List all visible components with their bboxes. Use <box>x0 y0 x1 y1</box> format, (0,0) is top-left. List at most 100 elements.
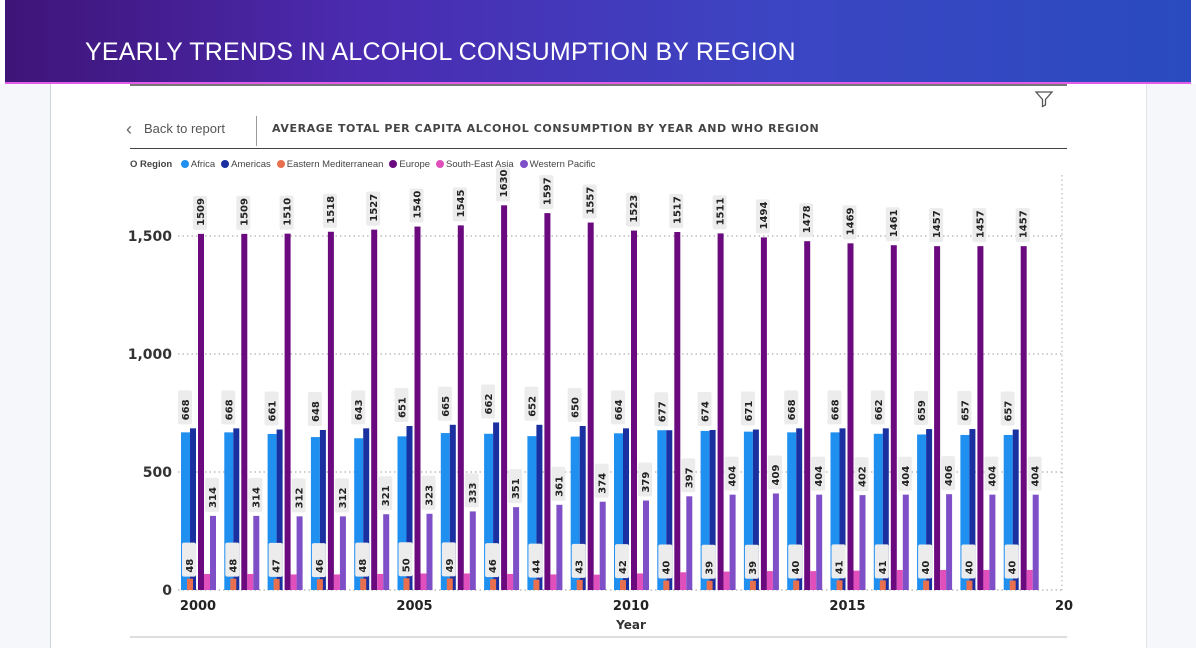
legend-item[interactable]: Europe <box>389 159 430 170</box>
bar-south-east-asia[interactable] <box>290 574 297 590</box>
legend-item[interactable]: Eastern Mediterranean <box>276 159 383 170</box>
bar-europe[interactable] <box>760 237 767 590</box>
bar-africa[interactable] <box>354 438 364 590</box>
bar-south-east-asia[interactable] <box>333 574 340 590</box>
bar-eastern-mediterranean[interactable] <box>1009 580 1016 590</box>
bar-europe[interactable] <box>804 241 811 590</box>
bar-africa[interactable] <box>614 433 623 590</box>
bar-eastern-mediterranean[interactable] <box>966 580 973 590</box>
bar-western-pacific[interactable] <box>772 493 779 590</box>
bar-americas[interactable] <box>666 430 673 590</box>
bar-americas[interactable] <box>1012 429 1019 590</box>
bar-americas[interactable] <box>882 428 889 590</box>
legend-item[interactable]: Western Pacific <box>519 159 595 170</box>
bar-americas[interactable] <box>319 429 326 590</box>
bar-africa[interactable] <box>787 432 797 590</box>
bar-americas[interactable] <box>363 428 370 590</box>
bar-south-east-asia[interactable] <box>463 573 470 590</box>
bar-south-east-asia[interactable] <box>940 569 947 590</box>
bar-americas[interactable] <box>276 429 283 590</box>
bar-africa[interactable] <box>397 436 407 590</box>
legend-item[interactable]: Americas <box>221 159 271 170</box>
bar-eastern-mediterranean[interactable] <box>316 579 323 590</box>
filter-icon[interactable] <box>1034 89 1054 109</box>
bar-south-east-asia[interactable] <box>680 572 687 590</box>
bar-europe[interactable] <box>457 225 464 590</box>
bar-eastern-mediterranean[interactable] <box>403 578 410 590</box>
bar-americas[interactable] <box>796 428 803 590</box>
bar-eastern-mediterranean[interactable] <box>923 580 930 590</box>
bar-americas[interactable] <box>709 429 716 590</box>
bar-africa[interactable] <box>570 436 580 590</box>
bar-western-pacific[interactable] <box>989 494 996 590</box>
bar-south-east-asia[interactable] <box>723 571 730 590</box>
bar-africa[interactable] <box>527 436 537 590</box>
bar-eastern-mediterranean[interactable] <box>749 580 756 590</box>
bar-western-pacific[interactable] <box>859 495 866 590</box>
bar-south-east-asia[interactable] <box>420 573 427 590</box>
bar-americas[interactable] <box>233 428 240 590</box>
bar-south-east-asia[interactable] <box>593 574 600 590</box>
bar-western-pacific[interactable] <box>383 514 390 590</box>
bar-europe[interactable] <box>198 233 204 590</box>
bar-europe[interactable] <box>414 226 421 590</box>
bar-europe[interactable] <box>934 246 941 590</box>
bar-americas[interactable] <box>839 428 846 590</box>
bar-africa[interactable] <box>181 432 190 590</box>
bar-africa[interactable] <box>484 433 494 590</box>
bar-eastern-mediterranean[interactable] <box>490 579 497 590</box>
bar-africa[interactable] <box>743 431 753 590</box>
bar-western-pacific[interactable] <box>469 511 476 590</box>
bar-eastern-mediterranean[interactable] <box>879 580 886 590</box>
bar-europe[interactable] <box>544 213 551 590</box>
bar-western-pacific[interactable] <box>599 501 606 590</box>
bar-europe[interactable] <box>501 205 508 590</box>
bar-western-pacific[interactable] <box>210 515 216 590</box>
bar-eastern-mediterranean[interactable] <box>273 578 280 590</box>
bar-south-east-asia[interactable] <box>1026 569 1033 590</box>
bar-western-pacific[interactable] <box>946 494 953 590</box>
bar-eastern-mediterranean[interactable] <box>793 580 800 590</box>
bar-south-east-asia[interactable] <box>983 569 990 590</box>
bar-africa[interactable] <box>224 432 234 590</box>
bar-eastern-mediterranean[interactable] <box>446 578 453 590</box>
bar-africa[interactable] <box>267 434 277 590</box>
bar-western-pacific[interactable] <box>643 500 649 590</box>
bar-western-pacific[interactable] <box>556 504 563 590</box>
bar-south-east-asia[interactable] <box>247 573 254 590</box>
bar-western-pacific[interactable] <box>729 494 736 590</box>
bar-western-pacific[interactable] <box>816 494 823 590</box>
bar-americas[interactable] <box>752 429 759 590</box>
bar-europe[interactable] <box>631 230 637 590</box>
bar-europe[interactable] <box>847 243 854 591</box>
bar-south-east-asia[interactable] <box>766 571 773 590</box>
bar-americas[interactable] <box>449 424 456 590</box>
back-to-report-button[interactable]: ‹ Back to report <box>126 119 225 140</box>
bar-europe[interactable] <box>371 229 378 591</box>
bar-africa[interactable] <box>1003 434 1013 590</box>
bar-africa[interactable] <box>830 432 840 590</box>
bar-south-east-asia[interactable] <box>637 573 643 590</box>
bar-africa[interactable] <box>440 433 450 590</box>
bar-south-east-asia[interactable] <box>853 570 860 590</box>
bar-europe[interactable] <box>587 222 594 590</box>
bar-eastern-mediterranean[interactable] <box>187 578 193 590</box>
bar-western-pacific[interactable] <box>253 515 260 590</box>
bar-americas[interactable] <box>406 425 413 590</box>
bar-south-east-asia[interactable] <box>550 574 557 590</box>
bar-americas[interactable] <box>190 428 196 590</box>
bar-western-pacific[interactable] <box>426 513 433 590</box>
bar-europe[interactable] <box>241 233 248 590</box>
bar-western-pacific[interactable] <box>296 516 303 590</box>
bar-western-pacific[interactable] <box>513 507 520 590</box>
bar-western-pacific[interactable] <box>339 516 346 590</box>
bar-europe[interactable] <box>890 245 897 591</box>
bar-americas[interactable] <box>926 429 933 590</box>
bar-eastern-mediterranean[interactable] <box>576 579 583 590</box>
bar-europe[interactable] <box>284 233 291 590</box>
bar-western-pacific[interactable] <box>1032 494 1039 590</box>
bar-europe[interactable] <box>1020 246 1027 590</box>
bar-south-east-asia[interactable] <box>507 573 514 590</box>
bar-eastern-mediterranean[interactable] <box>836 580 843 590</box>
bar-americas[interactable] <box>623 428 629 590</box>
